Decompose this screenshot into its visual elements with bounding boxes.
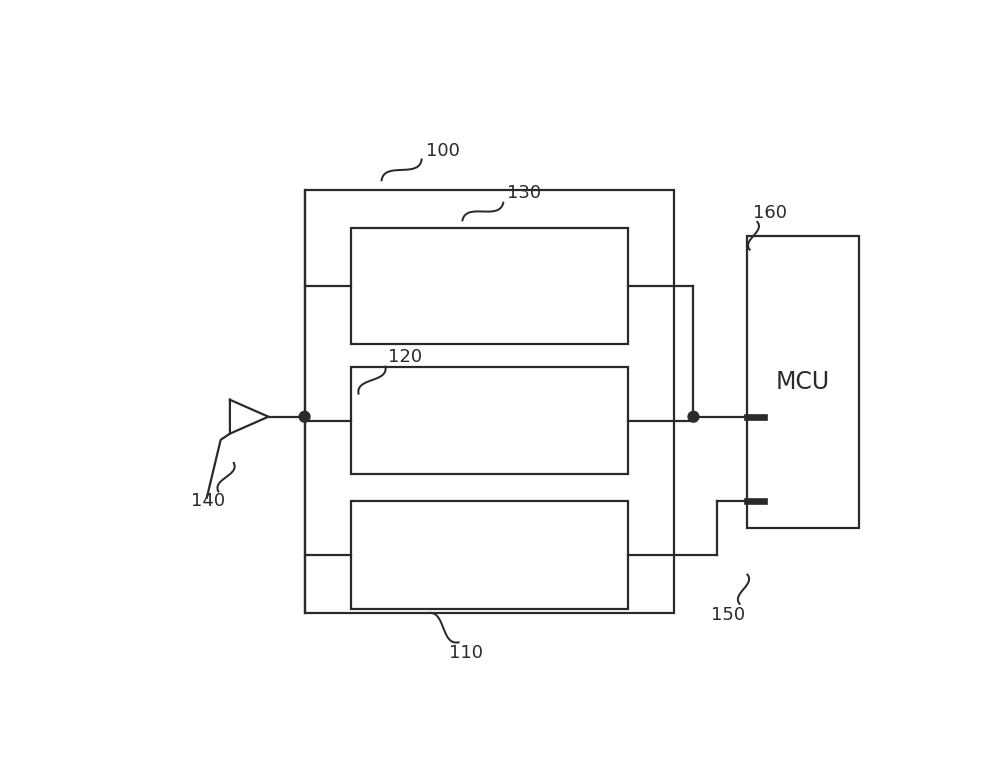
Bar xyxy=(747,236,859,528)
Text: 150: 150 xyxy=(711,605,745,623)
Bar xyxy=(351,228,628,343)
Text: MCU: MCU xyxy=(776,370,830,394)
Text: 110: 110 xyxy=(449,644,483,662)
Text: 130: 130 xyxy=(507,184,541,202)
Circle shape xyxy=(688,412,699,422)
Bar xyxy=(351,502,628,609)
Text: 120: 120 xyxy=(388,348,422,366)
Text: 100: 100 xyxy=(426,142,460,160)
Text: 140: 140 xyxy=(191,492,225,510)
Bar xyxy=(305,190,674,613)
Bar xyxy=(351,367,628,474)
Circle shape xyxy=(299,412,310,422)
Text: 160: 160 xyxy=(753,204,787,222)
